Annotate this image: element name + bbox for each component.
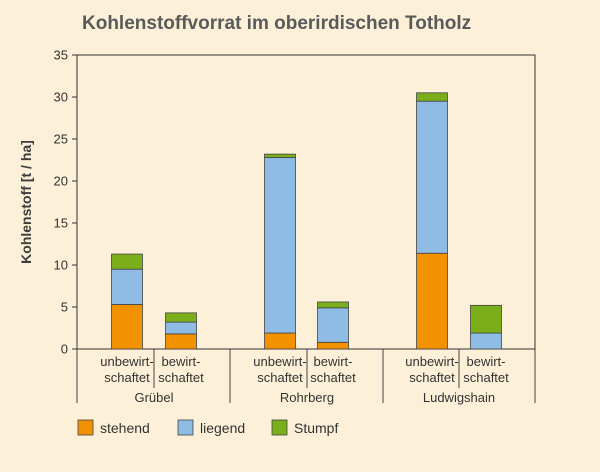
y-tick-label: 5: [61, 300, 68, 315]
group-label: Rohrberg: [280, 390, 334, 405]
bar-segment-stehend: [264, 332, 296, 350]
category-label-line1: bewirt-: [313, 354, 352, 369]
bar-segment-stehend: [111, 304, 143, 350]
y-tick-label: 25: [54, 132, 68, 147]
legend-swatch-stehend: [77, 419, 94, 436]
axis-layer: 0 5 10 15 20 25 30 35: [54, 48, 536, 357]
group-label: Ludwigshain: [423, 390, 495, 405]
plot-frame: [76, 54, 536, 350]
legend-swatch-stumpf: [271, 419, 288, 436]
bar-segment-stumpf: [165, 312, 197, 323]
bar-segment-stehend: [416, 252, 448, 350]
legend-label-liegend: liegend: [200, 420, 245, 436]
bars-layer: [111, 92, 502, 350]
chart-title: Kohlenstoffvorrat im oberirdischen Totho…: [82, 13, 471, 34]
category-label-line1: unbewirt-: [100, 354, 153, 369]
category-label-line1: bewirt-: [466, 354, 505, 369]
bar-segment-stehend: [317, 341, 349, 350]
y-axis-label: Kohlenstoff [t / ha]: [18, 140, 34, 264]
bar-segment-liegend: [165, 321, 197, 335]
legend-swatch-liegend: [177, 419, 194, 436]
legend-label-stumpf: Stumpf: [294, 420, 338, 436]
bar-segment-stumpf: [470, 304, 502, 334]
y-tick-label: 10: [54, 258, 68, 273]
legend: stehend liegend Stumpf: [77, 419, 338, 436]
category-labels: unbewirt-schaftetbewirt-schaftetunbewirt…: [76, 349, 536, 405]
category-label-line1: bewirt-: [161, 354, 200, 369]
category-label-line1: unbewirt-: [253, 354, 306, 369]
y-tick-label: 15: [54, 216, 68, 231]
y-tick-label: 0: [61, 342, 68, 357]
bar-segment-liegend: [111, 268, 143, 305]
bar-segment-stumpf: [264, 153, 296, 158]
legend-label-stehend: stehend: [100, 420, 150, 436]
bar-segment-liegend: [264, 157, 296, 334]
bar-segment-liegend: [470, 332, 502, 350]
bar-segment-liegend: [317, 307, 349, 343]
category-label-line2: schaftet: [409, 370, 455, 385]
category-label-line2: schaftet: [104, 370, 150, 385]
y-tick-label: 35: [54, 48, 68, 63]
y-tick-label: 30: [54, 90, 68, 105]
category-label-line2: schaftet: [257, 370, 303, 385]
group-label: Grübel: [134, 390, 173, 405]
category-label-line1: unbewirt-: [405, 354, 458, 369]
bar-segment-stehend: [165, 333, 197, 350]
bar-segment-stumpf: [416, 92, 448, 102]
category-label-line2: schaftet: [310, 370, 356, 385]
category-label-line2: schaftet: [158, 370, 204, 385]
bar-segment-liegend: [416, 100, 448, 254]
y-tick-label: 20: [54, 174, 68, 189]
bar-segment-stumpf: [317, 301, 349, 309]
category-label-line2: schaftet: [463, 370, 509, 385]
bar-segment-stumpf: [111, 253, 143, 270]
